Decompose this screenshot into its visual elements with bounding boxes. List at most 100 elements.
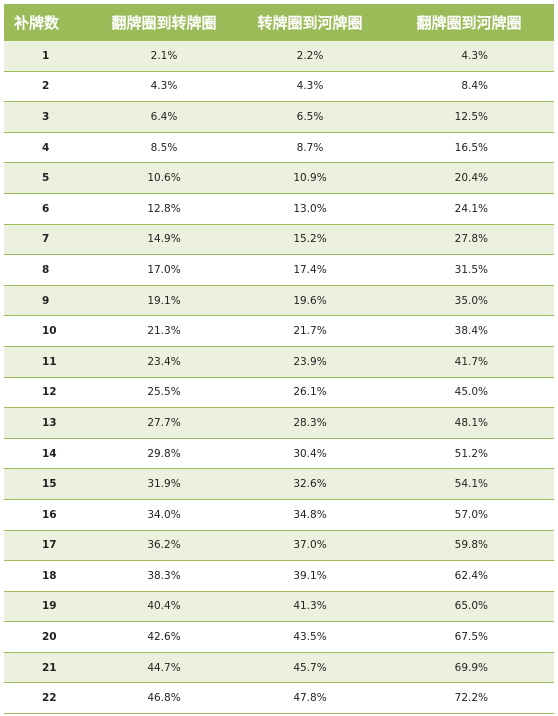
flop-to-river-cell: 51.2% [384, 437, 554, 470]
turn-to-river-cell: 30.4% [236, 437, 384, 470]
table-row: 11 23.4% 23.9% 41.7% [4, 345, 554, 378]
table-row: 6 12.8% 13.0% 24.1% [4, 192, 554, 225]
outs-cell: 21 [4, 651, 92, 684]
flop-to-turn-cell: 10.6% [92, 162, 236, 194]
flop-to-turn-cell: 27.7% [92, 407, 236, 439]
outs-cell: 12 [4, 376, 92, 409]
turn-to-river-cell: 23.9% [236, 345, 384, 378]
turn-to-river-cell: 10.9% [236, 162, 384, 194]
flop-to-turn-cell: 42.6% [92, 621, 236, 653]
flop-to-river-cell: 27.8% [384, 223, 554, 256]
outs-cell: 18 [4, 560, 92, 592]
turn-to-river-cell: 41.3% [236, 590, 384, 623]
table-row: 14 29.8% 30.4% 51.2% [4, 437, 554, 470]
outs-cell: 15 [4, 468, 92, 500]
table-row: 20 42.6% 43.5% 67.5% [4, 621, 554, 653]
flop-to-turn-cell: 46.8% [92, 682, 236, 715]
outs-cell: 11 [4, 345, 92, 378]
turn-to-river-cell: 26.1% [236, 376, 384, 409]
table-row: 1 2.1% 2.2% 4.3% [4, 40, 554, 72]
header-flop-to-river: 翻牌圈到河牌圈 [384, 4, 554, 41]
table-row: 4 8.5% 8.7% 16.5% [4, 131, 554, 164]
flop-to-river-cell: 57.0% [384, 498, 554, 531]
turn-to-river-cell: 39.1% [236, 560, 384, 592]
turn-to-river-cell: 28.3% [236, 407, 384, 439]
table-row: 7 14.9% 15.2% 27.8% [4, 223, 554, 256]
turn-to-river-cell: 45.7% [236, 651, 384, 684]
header-outs: 补牌数 [4, 4, 92, 41]
outs-cell: 17 [4, 529, 92, 562]
flop-to-turn-cell: 29.8% [92, 437, 236, 470]
flop-to-turn-cell: 40.4% [92, 590, 236, 623]
outs-cell: 7 [4, 223, 92, 256]
flop-to-turn-cell: 8.5% [92, 131, 236, 164]
flop-to-turn-cell: 12.8% [92, 192, 236, 225]
table-row: 19 40.4% 41.3% 65.0% [4, 590, 554, 623]
table-row: 13 27.7% 28.3% 48.1% [4, 407, 554, 439]
turn-to-river-cell: 8.7% [236, 131, 384, 164]
flop-to-turn-cell: 14.9% [92, 223, 236, 256]
flop-to-river-cell: 65.0% [384, 590, 554, 623]
flop-to-turn-cell: 2.1% [92, 40, 236, 72]
turn-to-river-cell: 43.5% [236, 621, 384, 653]
turn-to-river-cell: 34.8% [236, 498, 384, 531]
flop-to-river-cell: 4.3% [384, 40, 554, 72]
flop-to-river-cell: 12.5% [384, 101, 554, 133]
table-row: 17 36.2% 37.0% 59.8% [4, 529, 554, 562]
header-turn-to-river: 转牌圈到河牌圈 [236, 4, 384, 41]
flop-to-river-cell: 38.4% [384, 315, 554, 347]
turn-to-river-cell: 6.5% [236, 101, 384, 133]
flop-to-river-cell: 41.7% [384, 345, 554, 378]
flop-to-river-cell: 24.1% [384, 192, 554, 225]
outs-cell: 3 [4, 101, 92, 133]
table-row: 2 4.3% 4.3% 8.4% [4, 70, 554, 103]
flop-to-turn-cell: 31.9% [92, 468, 236, 500]
outs-cell: 6 [4, 192, 92, 225]
turn-to-river-cell: 4.3% [236, 70, 384, 103]
flop-to-river-cell: 48.1% [384, 407, 554, 439]
turn-to-river-cell: 37.0% [236, 529, 384, 562]
table-row: 18 38.3% 39.1% 62.4% [4, 560, 554, 592]
turn-to-river-cell: 21.7% [236, 315, 384, 347]
outs-cell: 20 [4, 621, 92, 653]
table-row: 16 34.0% 34.8% 57.0% [4, 498, 554, 531]
table-row: 8 17.0% 17.4% 31.5% [4, 254, 554, 286]
flop-to-turn-cell: 23.4% [92, 345, 236, 378]
flop-to-turn-cell: 44.7% [92, 651, 236, 684]
flop-to-river-cell: 67.5% [384, 621, 554, 653]
table-row: 9 19.1% 19.6% 35.0% [4, 284, 554, 317]
outs-cell: 1 [4, 40, 92, 72]
outs-cell: 22 [4, 682, 92, 715]
table-row: 22 46.8% 47.8% 72.2% [4, 682, 554, 715]
flop-to-river-cell: 8.4% [384, 70, 554, 103]
outs-cell: 8 [4, 254, 92, 286]
flop-to-turn-cell: 6.4% [92, 101, 236, 133]
flop-to-river-cell: 31.5% [384, 254, 554, 286]
header-flop-to-turn: 翻牌圈到转牌圈 [92, 4, 236, 41]
table-row: 10 21.3% 21.7% 38.4% [4, 315, 554, 347]
table-body: 1 2.1% 2.2% 4.3% 2 4.3% 4.3% 8.4% 3 6.4% 6.5% 12.5%… [4, 40, 554, 715]
outs-cell: 2 [4, 70, 92, 103]
outs-probability-table: 补牌数 翻牌圈到转牌圈 转牌圈到河牌圈 翻牌圈到河牌圈 1 2.1% 2.2% 4.3… [4, 4, 554, 715]
turn-to-river-cell: 19.6% [236, 284, 384, 317]
flop-to-river-cell: 45.0% [384, 376, 554, 409]
flop-to-river-cell: 62.4% [384, 560, 554, 592]
outs-cell: 9 [4, 284, 92, 317]
flop-to-turn-cell: 36.2% [92, 529, 236, 562]
flop-to-river-cell: 54.1% [384, 468, 554, 500]
turn-to-river-cell: 2.2% [236, 40, 384, 72]
outs-cell: 4 [4, 131, 92, 164]
flop-to-river-cell: 59.8% [384, 529, 554, 562]
header-row: 补牌数 翻牌圈到转牌圈 转牌圈到河牌圈 翻牌圈到河牌圈 [4, 4, 554, 41]
turn-to-river-cell: 15.2% [236, 223, 384, 256]
flop-to-turn-cell: 21.3% [92, 315, 236, 347]
outs-cell: 10 [4, 315, 92, 347]
turn-to-river-cell: 32.6% [236, 468, 384, 500]
table-row: 12 25.5% 26.1% 45.0% [4, 376, 554, 409]
flop-to-river-cell: 72.2% [384, 682, 554, 715]
table-row: 5 10.6% 10.9% 20.4% [4, 162, 554, 194]
flop-to-river-cell: 16.5% [384, 131, 554, 164]
outs-cell: 16 [4, 498, 92, 531]
flop-to-turn-cell: 19.1% [92, 284, 236, 317]
flop-to-river-cell: 35.0% [384, 284, 554, 317]
